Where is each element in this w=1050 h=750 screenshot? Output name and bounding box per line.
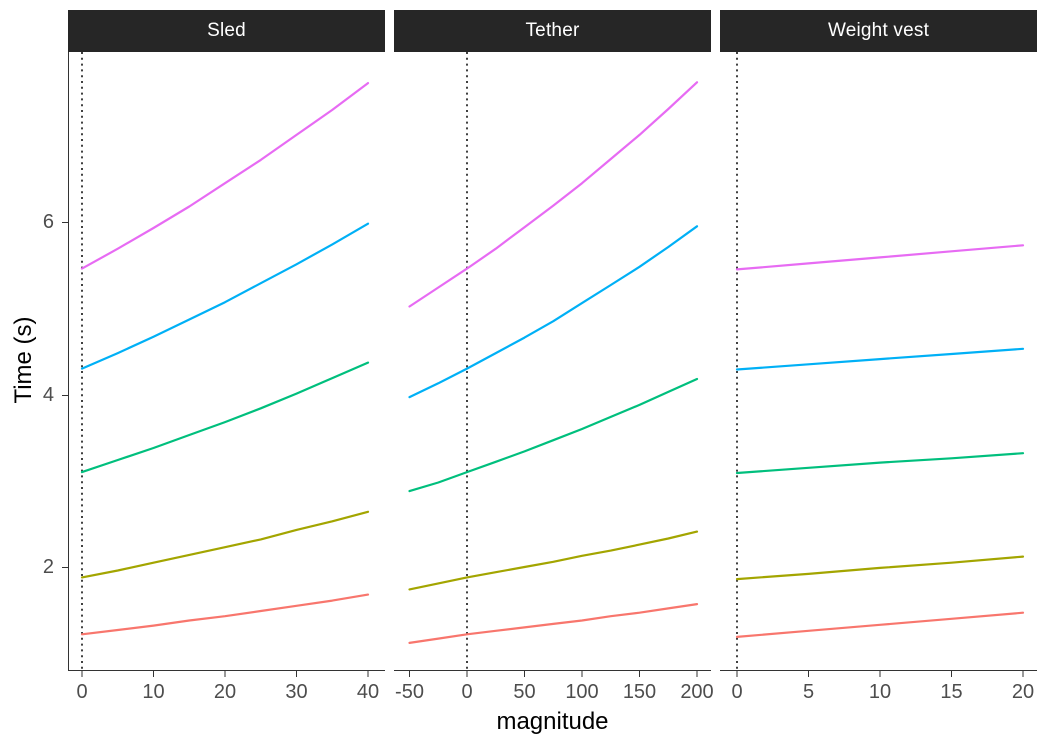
panel-canvas-weight-vest [720,52,1037,677]
series-line-olive [735,555,1025,581]
x-tick-label: 5 [802,681,815,703]
x-tick-label: 15 [940,681,963,703]
x-tick-label: 50 [513,681,536,703]
x-tick-label: 20 [1011,681,1035,703]
x-tick-label: 0 [731,681,743,703]
series-line-salmon [735,611,1025,638]
x-tick-label: 30 [285,681,308,703]
y-tick-label: 2 [42,556,54,578]
series-line-green [408,377,699,493]
facet-panel-sled: Sled 0 10 20 30 40 [68,10,385,703]
x-tick-label: 10 [868,681,892,703]
x-tick-label: 100 [565,681,599,703]
facet-strip-sled: Sled [68,10,385,52]
series-line-green [80,361,370,474]
y-tick [62,222,68,223]
y-tick [62,394,68,396]
series-line-green [735,452,1025,475]
y-tick-label: 6 [42,211,54,233]
series-line-salmon [408,603,699,644]
series-line-olive [408,530,699,591]
x-tick-label: 40 [356,681,380,703]
x-tick-label: 20 [213,681,237,703]
x-tick-label: 150 [622,681,657,703]
series-line-blue [735,347,1025,371]
x-tick-label: 0 [76,681,88,703]
y-tick-label: 4 [42,383,54,406]
series-line-blue [408,225,699,399]
series-line-magenta [408,81,699,308]
x-tick-label: 10 [142,681,165,703]
series-line-olive [80,510,370,579]
facet-strip-weight-vest: Weight vest [720,10,1037,52]
x-tick-label: -50 [395,681,424,703]
facet-strip-tether: Tether [394,10,711,52]
series-line-blue [80,222,370,370]
facet-panel-tether: Tether -50 0 50 100 150 200 [394,10,714,703]
panel-canvas-tether [394,52,711,677]
series-line-salmon [80,593,370,636]
y-tick [62,567,68,568]
facet-panel-weight-vest: Weight vest 0 5 10 15 20 [720,10,1037,703]
series-line-magenta [80,82,370,270]
x-tick-label: 200 [680,681,714,703]
x-axis-title: magnitude [496,708,609,735]
series-line-magenta [735,244,1025,271]
panel-canvas-sled [68,52,385,677]
x-tick-label: 0 [461,681,473,703]
